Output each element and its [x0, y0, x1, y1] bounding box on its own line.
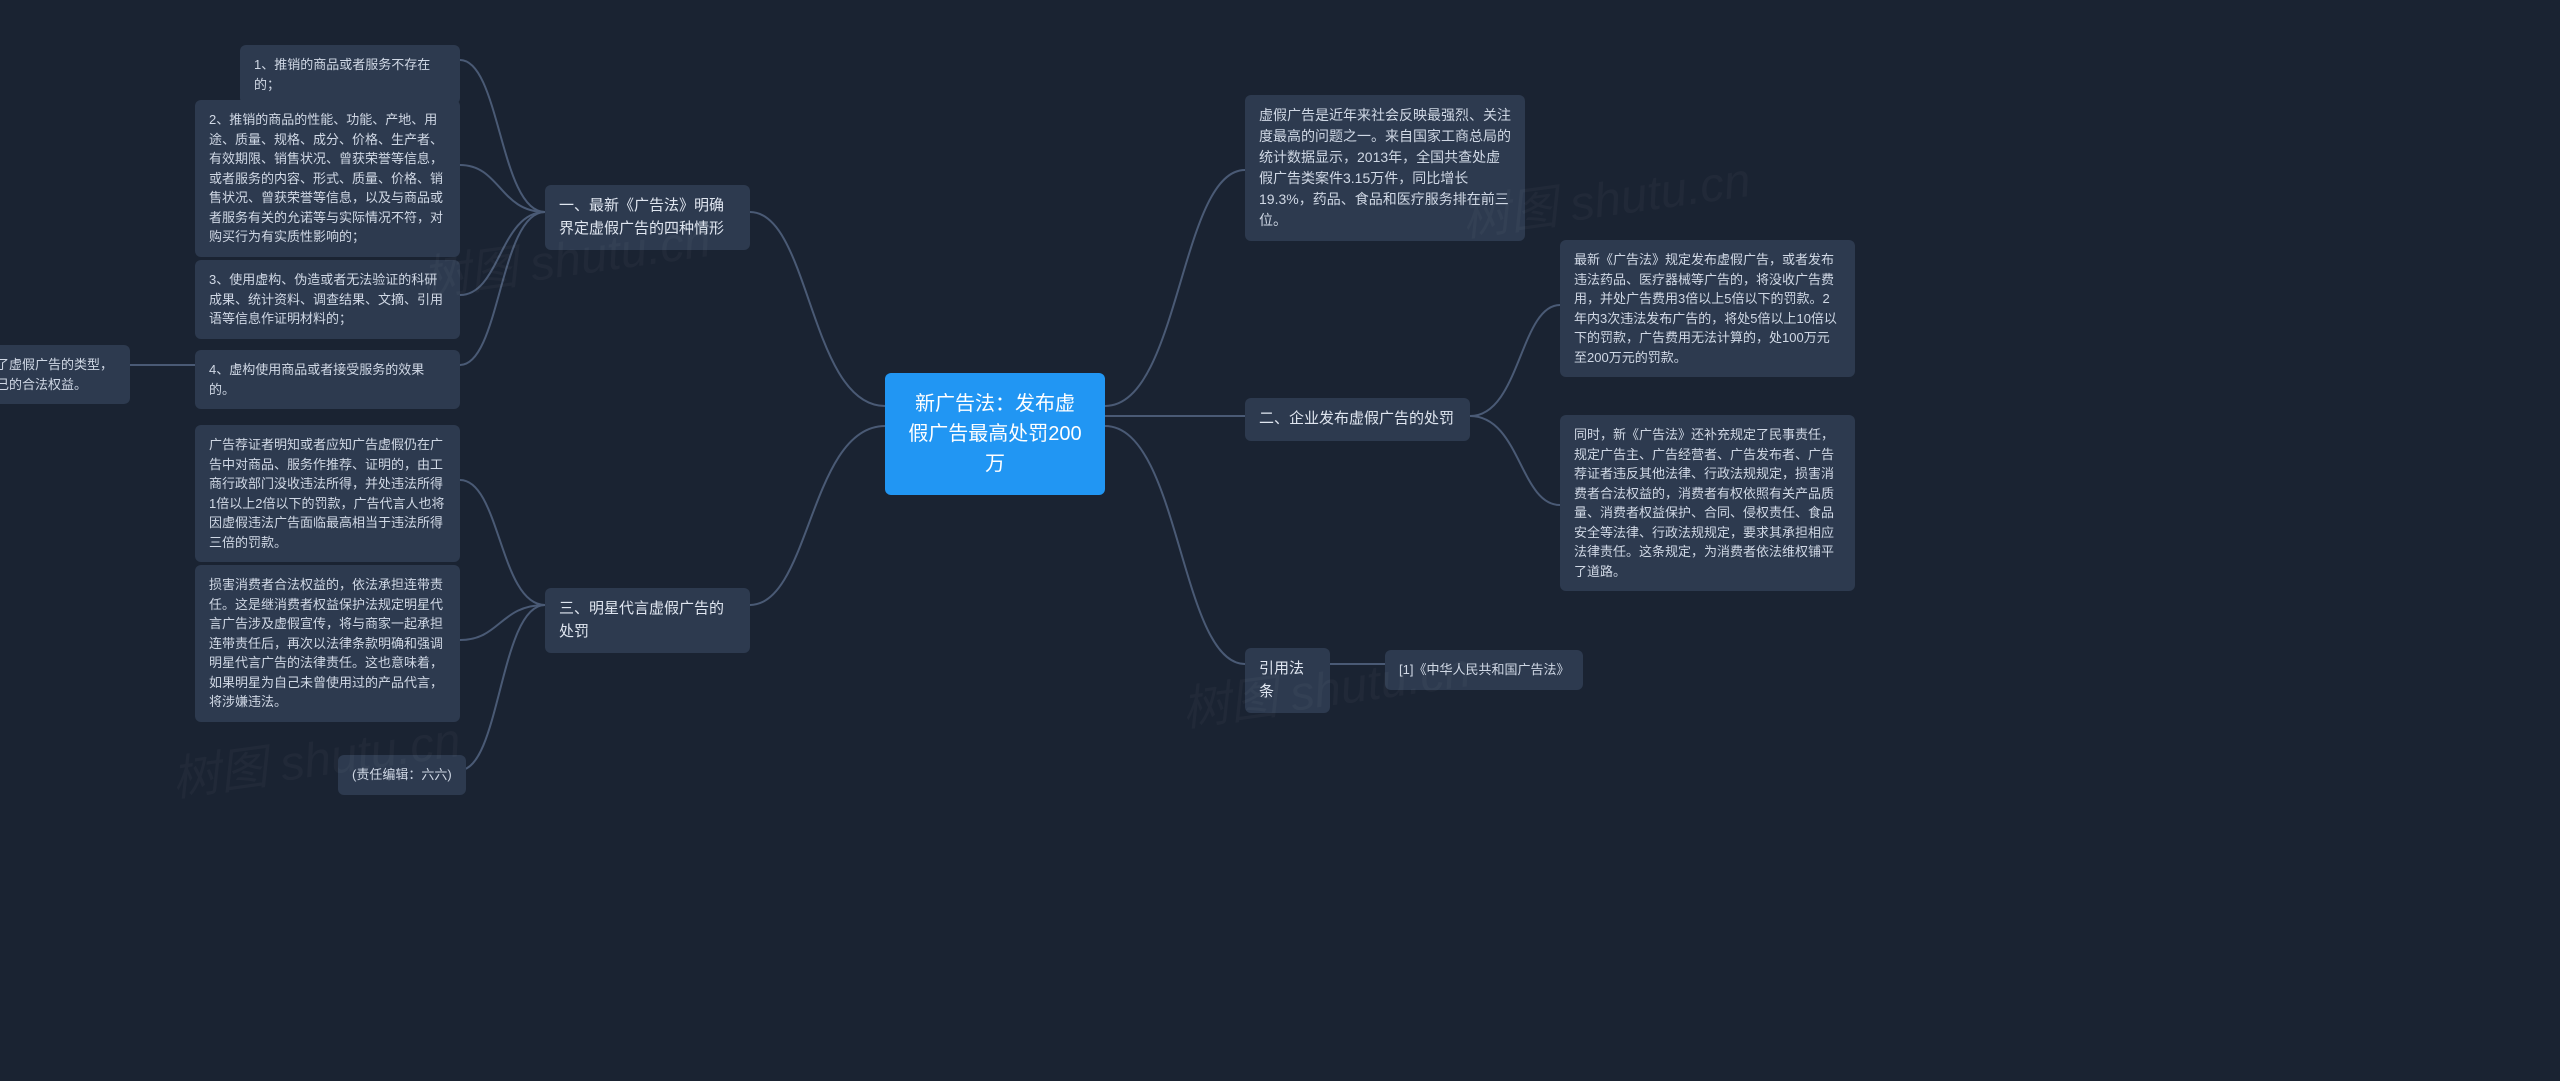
intro-node: 虚假广告是近年来社会反映最强烈、关注度最高的问题之一。来自国家工商总局的统计数据…: [1245, 95, 1525, 241]
branch-1[interactable]: 一、最新《广告法》明确界定虚假广告的四种情形: [545, 185, 750, 250]
branch-3[interactable]: 三、明星代言虚假广告的处罚: [545, 588, 750, 653]
mindmap-root[interactable]: 新广告法：发布虚假广告最高处罚200万: [885, 373, 1105, 495]
branch-1-child-1: 1、推销的商品或者服务不存在的；: [240, 45, 460, 104]
branch-2-child-2: 同时，新《广告法》还补充规定了民事责任，规定广告主、广告经营者、广告发布者、广告…: [1560, 415, 1855, 591]
branch-3-child-2: 损害消费者合法权益的，依法承担连带责任。这是继消费者权益保护法规定明星代言广告涉…: [195, 565, 460, 722]
branch-1-child-4: 4、虚构使用商品或者接受服务的效果的。: [195, 350, 460, 409]
branch-ref[interactable]: 引用法条: [1245, 648, 1330, 713]
branch-ref-child-1: [1]《中华人民共和国广告法》: [1385, 650, 1583, 690]
branch-1-note: 这四种情形基本囊括了虚假广告的类型，有利于消费者维护自己的合法权益。: [0, 345, 130, 404]
branch-3-child-1: 广告荐证者明知或者应知广告虚假仍在广告中对商品、服务作推荐、证明的，由工商行政部…: [195, 425, 460, 562]
branch-2-child-1: 最新《广告法》规定发布虚假广告，或者发布违法药品、医疗器械等广告的，将没收广告费…: [1560, 240, 1855, 377]
branch-1-child-2: 2、推销的商品的性能、功能、产地、用途、质量、规格、成分、价格、生产者、有效期限…: [195, 100, 460, 257]
branch-3-child-3: (责任编辑：六六): [338, 755, 466, 795]
branch-1-child-3: 3、使用虚构、伪造或者无法验证的科研成果、统计资料、调查结果、文摘、引用语等信息…: [195, 260, 460, 339]
branch-2[interactable]: 二、企业发布虚假广告的处罚: [1245, 398, 1470, 441]
